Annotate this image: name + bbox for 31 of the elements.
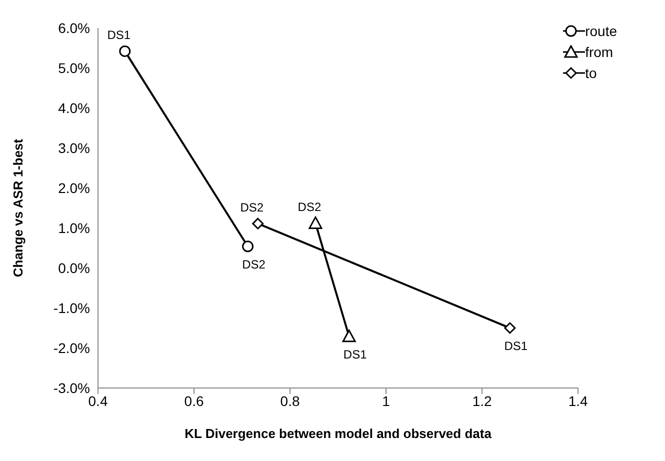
y-tick-label: 3.0% xyxy=(58,140,90,156)
annotation: DS2 xyxy=(242,257,266,272)
y-tick-label: -3.0% xyxy=(53,380,90,396)
y-tick-label: -2.0% xyxy=(53,340,90,356)
point xyxy=(242,240,254,252)
y-tick-label: 2.0% xyxy=(58,180,90,196)
legend-label: to xyxy=(585,64,597,80)
annotation: DS1 xyxy=(107,28,131,42)
x-tick-label: 0.4 xyxy=(88,392,108,409)
y-tick-label: 4.0% xyxy=(58,100,90,116)
y-tick-label: -1.0% xyxy=(53,300,90,316)
legend-label: from xyxy=(585,44,614,60)
x-tick-label: 1 xyxy=(382,392,390,409)
annotation: DS2 xyxy=(240,200,264,215)
x-tick-label: 0.6 xyxy=(184,392,204,409)
x-tick-label: 1.2 xyxy=(472,392,492,409)
y-axis-title: Change vs ASR 1-best xyxy=(10,138,26,278)
y-tick-label: 0.0% xyxy=(58,260,90,276)
annotation: DS1 xyxy=(504,339,528,353)
point xyxy=(252,218,264,230)
legend-label: route xyxy=(585,22,617,38)
y-tick-label: 5.0% xyxy=(58,60,90,76)
annotation: DS2 xyxy=(298,200,322,214)
x-tick-label: 0.8 xyxy=(280,392,300,409)
point xyxy=(119,45,131,57)
y-tick-label: 6.0% xyxy=(58,20,90,36)
x-axis-title: KL Divergence between model and observed data xyxy=(184,426,492,441)
annotation: DS1 xyxy=(343,347,368,362)
x-tick-label: 1.4 xyxy=(568,392,588,409)
y-tick-label: 1.0% xyxy=(58,220,90,236)
point xyxy=(504,322,516,334)
